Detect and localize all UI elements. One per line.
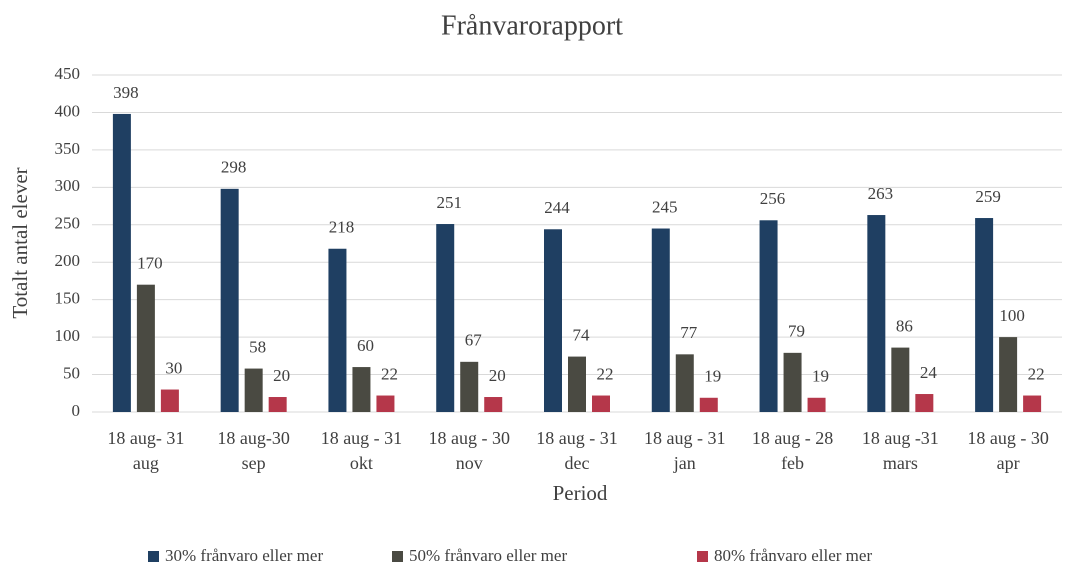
bar bbox=[568, 356, 586, 412]
y-tick-label: 200 bbox=[55, 251, 81, 270]
y-tick-label: 150 bbox=[55, 289, 81, 308]
x-tick-label: aug bbox=[133, 453, 159, 473]
chart-title: Frånvarorapport bbox=[441, 10, 623, 41]
y-tick-label: 100 bbox=[55, 326, 81, 345]
legend-swatch bbox=[148, 551, 159, 562]
bar bbox=[136, 284, 155, 412]
data-label: 251 bbox=[436, 193, 462, 212]
y-tick-label: 450 bbox=[55, 64, 81, 83]
y-axis-label: Totalt antal elever bbox=[8, 167, 32, 318]
data-label: 398 bbox=[113, 83, 139, 102]
x-tick-label: 18 aug - 31 bbox=[536, 428, 617, 448]
legend-label: 50% frånvaro eller mer bbox=[409, 546, 567, 565]
data-label: 19 bbox=[704, 367, 721, 386]
data-label: 244 bbox=[544, 198, 570, 217]
x-tick-label: 18 aug- 31 bbox=[107, 428, 184, 448]
bar bbox=[592, 395, 610, 412]
bar bbox=[376, 395, 395, 412]
x-tick-label: apr bbox=[997, 453, 1020, 473]
data-label: 259 bbox=[975, 187, 1001, 206]
bar bbox=[484, 397, 503, 412]
data-label: 100 bbox=[999, 306, 1025, 325]
legend-label: 80% frånvaro eller mer bbox=[714, 546, 872, 565]
data-label: 170 bbox=[137, 254, 163, 273]
x-tick-label: 18 aug - 31 bbox=[644, 428, 725, 448]
data-label: 86 bbox=[896, 317, 913, 336]
data-label: 218 bbox=[329, 218, 355, 237]
x-tick-label: feb bbox=[781, 453, 804, 473]
x-tick-label: nov bbox=[456, 453, 483, 473]
data-label: 256 bbox=[760, 189, 786, 208]
data-label: 245 bbox=[652, 197, 678, 216]
bar bbox=[436, 224, 455, 412]
y-tick-label: 400 bbox=[55, 101, 81, 120]
data-label: 77 bbox=[680, 323, 698, 342]
bar bbox=[783, 352, 802, 412]
x-tick-label: 18 aug-30 bbox=[217, 428, 289, 448]
legend-swatch bbox=[697, 551, 708, 562]
data-label: 30 bbox=[165, 358, 182, 377]
bar bbox=[975, 218, 994, 412]
data-label: 19 bbox=[812, 367, 829, 386]
data-label: 22 bbox=[381, 364, 398, 383]
data-label: 60 bbox=[357, 336, 374, 355]
data-label: 298 bbox=[221, 158, 247, 177]
bar bbox=[160, 389, 179, 412]
bar bbox=[352, 367, 371, 412]
legend-label: 30% frånvaro eller mer bbox=[165, 546, 323, 565]
y-tick-label: 300 bbox=[55, 176, 81, 195]
bar bbox=[915, 394, 934, 412]
data-label: 263 bbox=[868, 184, 894, 203]
y-tick-label: 50 bbox=[63, 363, 80, 382]
x-tick-label: okt bbox=[350, 453, 373, 473]
bar bbox=[807, 397, 826, 412]
x-tick-label: 18 aug - 30 bbox=[428, 428, 509, 448]
x-tick-label: 18 aug - 31 bbox=[321, 428, 402, 448]
bar bbox=[544, 229, 562, 412]
data-label: 58 bbox=[249, 337, 266, 356]
bar bbox=[1023, 395, 1042, 412]
data-label: 24 bbox=[920, 363, 938, 382]
x-tick-label: 18 aug - 28 bbox=[752, 428, 833, 448]
x-tick-label: sep bbox=[242, 453, 266, 473]
bar bbox=[999, 337, 1018, 412]
bar bbox=[699, 397, 718, 412]
bar bbox=[867, 215, 886, 412]
y-tick-label: 250 bbox=[55, 214, 81, 233]
data-label: 79 bbox=[788, 322, 805, 341]
y-tick-label: 0 bbox=[72, 401, 81, 420]
data-label: 74 bbox=[573, 325, 591, 344]
legend-swatch bbox=[392, 551, 403, 562]
data-label: 67 bbox=[465, 331, 483, 350]
x-axis-label: Period bbox=[553, 481, 608, 505]
bar bbox=[268, 397, 287, 412]
x-tick-label: mars bbox=[883, 453, 918, 473]
bar bbox=[244, 368, 263, 412]
data-label: 22 bbox=[597, 364, 614, 383]
data-label: 20 bbox=[489, 366, 506, 385]
bar bbox=[651, 228, 670, 412]
x-tick-label: dec bbox=[565, 453, 590, 473]
bar bbox=[675, 354, 694, 412]
bar bbox=[891, 347, 910, 412]
data-label: 22 bbox=[1028, 364, 1045, 383]
bar bbox=[220, 188, 239, 412]
bar bbox=[328, 248, 347, 412]
data-label: 20 bbox=[273, 366, 290, 385]
bar bbox=[460, 361, 479, 412]
x-tick-label: 18 aug -31 bbox=[862, 428, 939, 448]
bar bbox=[112, 113, 131, 412]
x-tick-label: 18 aug - 30 bbox=[967, 428, 1048, 448]
bar bbox=[759, 220, 778, 412]
x-tick-label: jan bbox=[673, 453, 696, 473]
y-tick-label: 350 bbox=[55, 139, 81, 158]
